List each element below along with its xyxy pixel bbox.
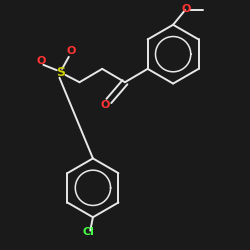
Text: O: O: [182, 4, 191, 14]
Text: Cl: Cl: [83, 227, 95, 237]
Text: O: O: [67, 46, 76, 56]
Text: S: S: [56, 66, 65, 79]
Text: O: O: [36, 56, 46, 66]
Text: O: O: [100, 100, 110, 110]
